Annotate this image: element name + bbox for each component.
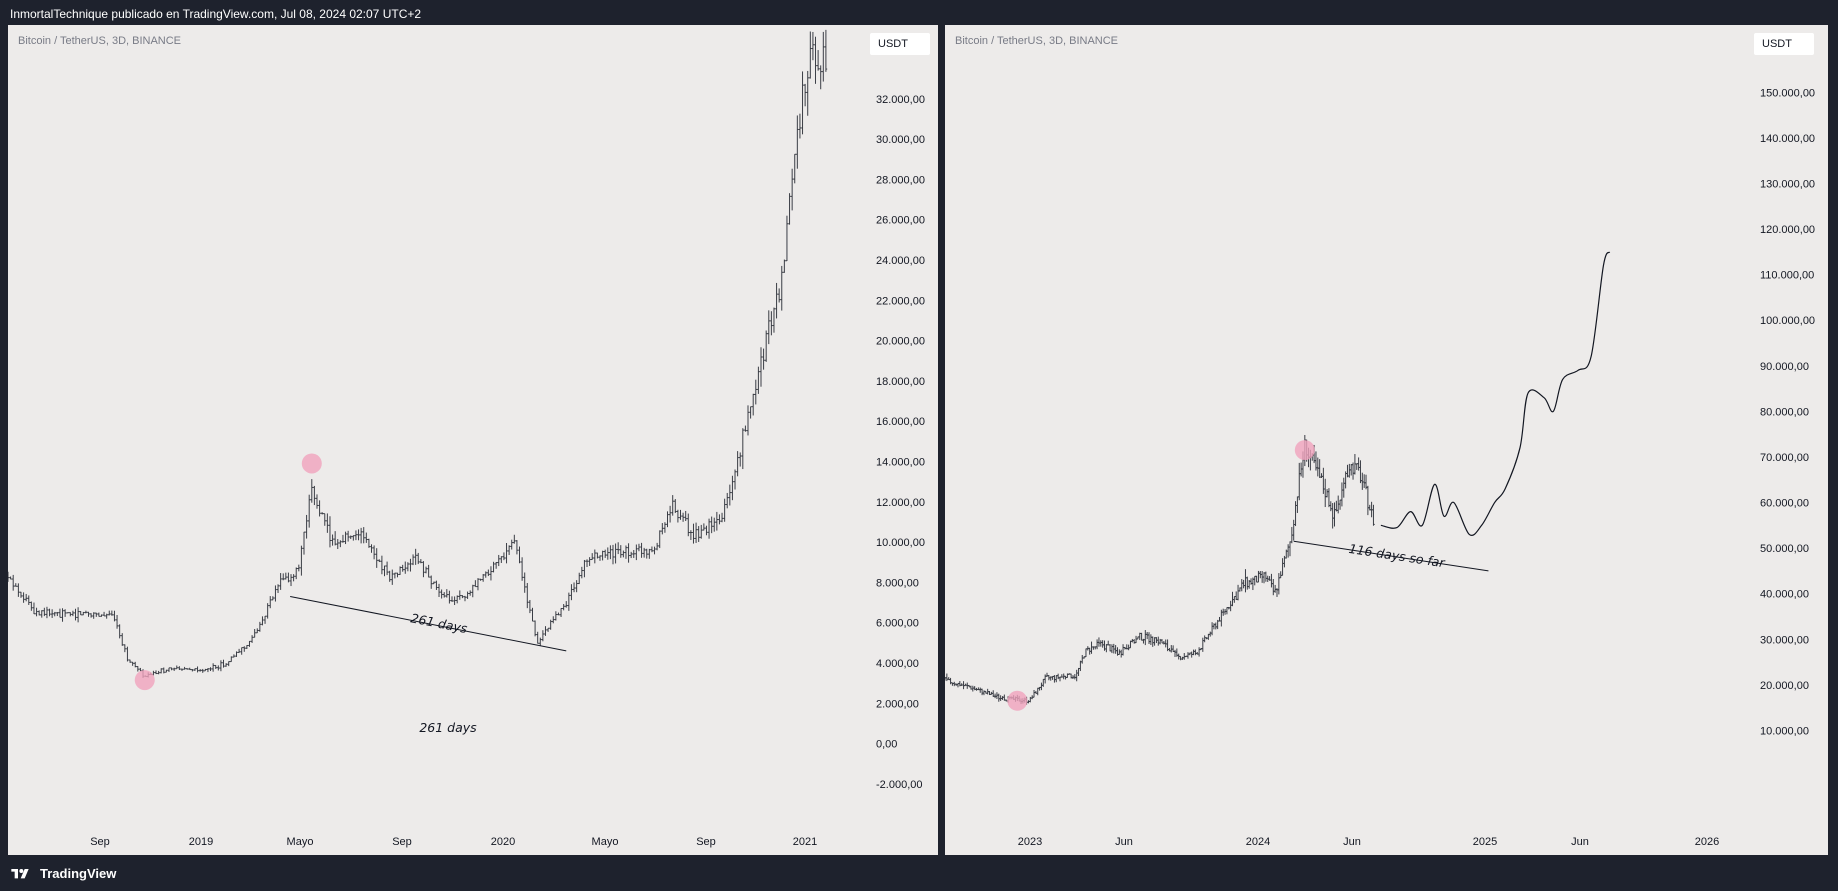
y-tick-label: 50.000,00: [1760, 543, 1809, 555]
y-tick-label: 12.000,00: [876, 497, 925, 509]
annotation-text: 261 days: [419, 720, 477, 735]
right-currency-label[interactable]: USDT: [1754, 33, 1814, 55]
candles: [945, 434, 1375, 705]
x-tick-label: 2026: [1695, 836, 1719, 848]
trend-line-label: 116 days so far: [1348, 541, 1447, 570]
left-price-chart[interactable]: 32.000,00 30.000,00 28.000,00 26.000,00 24.0…: [8, 25, 938, 855]
y-tick-label: 20.000,00: [1760, 680, 1809, 692]
x-tick-label: 2024: [1246, 836, 1270, 848]
x-tick-label: Mayo: [592, 836, 619, 848]
y-tick-label: 140.000,00: [1760, 133, 1815, 145]
y-tick-label: 32.000,00: [876, 94, 925, 106]
y-tick-label: 20.000,00: [876, 336, 925, 348]
y-tick-label: -2.000,00: [876, 779, 922, 791]
x-tick-label: Mayo: [287, 836, 314, 848]
y-tick-label: 16.000,00: [876, 416, 925, 428]
y-tick-label: 18.000,00: [876, 376, 925, 388]
y-tick-label: 4.000,00: [876, 658, 919, 670]
right-symbol-label: Bitcoin / TetherUS, 3D, BINANCE: [955, 35, 1119, 47]
y-tick-label: 0,00: [876, 739, 897, 751]
x-tick-label: 2023: [1018, 836, 1042, 848]
x-tick-label: 2019: [189, 836, 213, 848]
left-currency-label[interactable]: USDT: [870, 33, 930, 55]
pink-marker: [1007, 690, 1028, 711]
y-tick-label: 150.000,00: [1760, 87, 1815, 99]
y-tick-label: 24.000,00: [876, 255, 925, 267]
y-tick-label: 26.000,00: [876, 215, 925, 227]
trend-line[interactable]: [290, 595, 567, 652]
y-tick-label: 10.000,00: [876, 537, 925, 549]
x-tick-label: 2025: [1473, 836, 1497, 848]
y-tick-label: 10.000,00: [1760, 725, 1809, 737]
left-chart-panel[interactable]: Bitcoin / TetherUS, 3D, BINANCE USDT 32.…: [8, 25, 938, 855]
y-tick-label: 6.000,00: [876, 618, 919, 630]
publication-header: InmortalTechnique publicado en TradingVi…: [10, 7, 422, 21]
y-tick-label: 28.000,00: [876, 174, 925, 186]
y-tick-label: 100.000,00: [1760, 315, 1815, 327]
brand-label: TradingView: [40, 865, 117, 881]
y-tick-label: 90.000,00: [1760, 361, 1809, 373]
left-symbol-label: Bitcoin / TetherUS, 3D, BINANCE: [18, 35, 182, 47]
trend-line-label: 261 days: [409, 610, 469, 636]
y-tick-label: 8.000,00: [876, 577, 919, 589]
y-tick-label: 120.000,00: [1760, 224, 1815, 236]
y-tick-label: 70.000,00: [1760, 452, 1809, 464]
y-tick-label: 14.000,00: [876, 456, 925, 468]
x-tick-label: Sep: [90, 836, 110, 848]
x-tick-label: Sep: [392, 836, 412, 848]
y-tick-label: 40.000,00: [1760, 589, 1809, 601]
x-tick-label: 2021: [793, 836, 817, 848]
y-tick-label: 30.000,00: [876, 134, 925, 146]
y-tick-label: 80.000,00: [1760, 406, 1809, 418]
x-tick-label: Jun: [1571, 836, 1589, 848]
y-tick-label: 110.000,00: [1760, 270, 1814, 282]
right-price-chart[interactable]: 150.000,00 140.000,00 130.000,00 120.000,00…: [945, 25, 1828, 855]
y-tick-label: 22.000,00: [876, 295, 925, 307]
tradingview-logo-icon: [11, 869, 29, 879]
y-tick-label: 30.000,00: [1760, 634, 1809, 646]
candles: [8, 29, 828, 678]
x-tick-label: Jun: [1343, 836, 1361, 848]
y-tick-label: 2.000,00: [876, 698, 919, 710]
x-tick-label: Jun: [1115, 836, 1133, 848]
x-tick-label: 2020: [491, 836, 515, 848]
x-tick-label: Sep: [696, 836, 716, 848]
tradingview-footer: TradingView: [10, 861, 116, 885]
pink-marker: [1294, 440, 1315, 461]
projection-curve: [1380, 251, 1611, 536]
pink-marker: [301, 453, 322, 474]
trend-line[interactable]: [1293, 540, 1489, 572]
pink-marker: [134, 670, 155, 691]
y-tick-label: 60.000,00: [1760, 498, 1809, 510]
y-tick-label: 130.000,00: [1760, 178, 1815, 190]
right-chart-panel[interactable]: Bitcoin / TetherUS, 3D, BINANCE USDT 150…: [945, 25, 1828, 855]
